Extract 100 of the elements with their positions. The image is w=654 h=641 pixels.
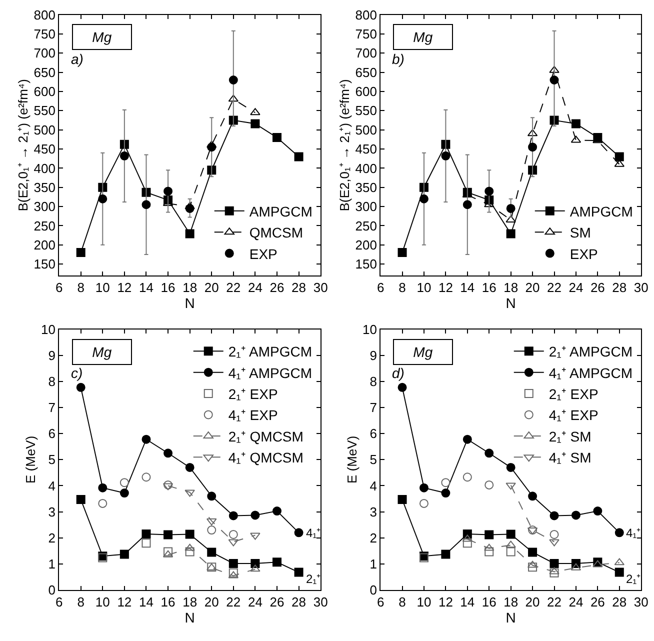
- y-tick-label: 4: [48, 478, 56, 494]
- y-tick-label: 6: [370, 426, 377, 442]
- y-tick-label: 7: [48, 400, 56, 416]
- legend-label: SM: [570, 224, 591, 241]
- x-tick-label: 26: [270, 594, 284, 610]
- x-tick-label: 12: [438, 594, 453, 610]
- y-tick-label: 8: [370, 374, 377, 389]
- y-tick-label: 2: [48, 530, 56, 546]
- legend-label: EXP: [249, 246, 278, 262]
- y-tick-label: 10: [362, 322, 377, 337]
- x-tick-label: 28: [292, 594, 306, 610]
- legend-label: QMCSM: [249, 224, 304, 241]
- annotation: 4₁⁺: [306, 526, 321, 540]
- annotation: b): [392, 51, 404, 67]
- x-tick-label: 20: [525, 594, 540, 610]
- legend-label: 2₁⁺ EXP: [548, 386, 598, 402]
- y-tick-label: 10: [40, 322, 56, 337]
- y-tick-label: 5: [48, 452, 56, 468]
- y-tick-label: 450: [34, 142, 56, 157]
- x-tick-label: 16: [482, 280, 496, 296]
- x-tick-label: 14: [139, 594, 154, 610]
- x-tick-label: 12: [117, 594, 132, 610]
- x-tick-label: 24: [568, 594, 584, 610]
- x-axis-title: N: [184, 610, 195, 626]
- y-tick-label: 1: [48, 556, 56, 572]
- x-tick-label: 14: [139, 280, 154, 296]
- y-tick-label: 550: [34, 103, 56, 118]
- y-tick-label: 300: [355, 199, 377, 214]
- y-tick-label: 400: [355, 160, 377, 176]
- annotation: 4₁⁺: [626, 526, 641, 540]
- x-tick-label: 26: [590, 594, 605, 610]
- x-tick-label: 10: [416, 280, 432, 296]
- annotation: Mg: [92, 29, 112, 45]
- y-tick-label: 700: [355, 46, 377, 61]
- annotation: 2₁⁺: [626, 572, 641, 586]
- y-tick-label: 450: [355, 142, 377, 157]
- y-tick-label: 150: [34, 256, 56, 272]
- x-tick-label: 14: [460, 594, 475, 610]
- x-tick-label: 28: [612, 594, 627, 610]
- y-axis-title: E (MeV): [22, 436, 38, 484]
- x-tick-label: 18: [504, 594, 518, 610]
- y-tick-label: 800: [355, 7, 377, 22]
- y-tick-label: 750: [34, 26, 56, 42]
- x-tick-label: 26: [270, 280, 284, 296]
- y-tick-label: 8: [48, 374, 56, 389]
- x-tick-label: 28: [612, 280, 627, 296]
- legend-label: 4₁⁺ SM: [548, 450, 592, 466]
- x-tick-label: 28: [292, 280, 306, 296]
- y-tick-label: 7: [370, 400, 377, 416]
- legend-label: 2₁⁺ AMPGCM: [228, 344, 312, 360]
- annotation: d): [392, 365, 404, 381]
- y-tick-label: 250: [34, 218, 56, 234]
- x-tick-label: 10: [95, 594, 110, 610]
- x-tick-label: 26: [590, 280, 605, 296]
- x-tick-label: 10: [95, 280, 110, 296]
- y-tick-label: 350: [355, 180, 377, 195]
- y-tick-label: 650: [355, 64, 377, 80]
- x-tick-label: 8: [398, 594, 406, 610]
- y-tick-label: 500: [355, 122, 377, 138]
- annotation: c): [71, 365, 83, 381]
- x-tick-label: 20: [525, 280, 540, 296]
- x-tick-label: 16: [160, 280, 176, 296]
- x-tick-label: 18: [182, 280, 198, 296]
- legend-label: 4₁⁺ AMPGCM: [548, 364, 633, 381]
- y-tick-label: 700: [34, 46, 56, 61]
- x-axis-title: N: [506, 610, 516, 626]
- y-tick-label: 0: [48, 582, 56, 598]
- x-tick-label: 22: [226, 594, 241, 610]
- annotation: Mg: [413, 344, 433, 360]
- x-tick-label: 20: [204, 280, 219, 296]
- legend-label: 2₁⁺ EXP: [228, 386, 278, 402]
- y-tick-label: 3: [370, 504, 377, 520]
- annotation: Mg: [92, 344, 112, 360]
- y-tick-label: 200: [34, 237, 56, 252]
- y-tick-label: 800: [34, 7, 56, 22]
- y-tick-label: 6: [48, 426, 56, 442]
- y-tick-label: 1: [370, 556, 377, 572]
- x-tick-label: 24: [248, 594, 262, 610]
- legend-label: EXP: [570, 246, 598, 262]
- y-tick-label: 750: [355, 26, 377, 42]
- legend-label: 2₁⁺ QMCSM: [228, 428, 304, 444]
- y-tick-label: 200: [355, 237, 377, 252]
- x-tick-label: 16: [160, 594, 176, 610]
- x-tick-label: 8: [398, 280, 406, 296]
- y-tick-label: 600: [34, 84, 56, 100]
- y-tick-label: 9: [48, 348, 56, 363]
- y-tick-label: 3: [48, 504, 56, 520]
- y-tick-label: 500: [34, 122, 56, 138]
- y-axis-title: B(E2,0₁⁺ → 2₁⁺) (e²fm⁴): [337, 79, 352, 212]
- y-tick-label: 600: [355, 84, 377, 100]
- x-axis-title: N: [184, 295, 195, 312]
- legend-label: AMPGCM: [249, 203, 312, 220]
- legend-label: 2₁⁺ SM: [548, 428, 592, 444]
- legend-label: AMPGCM: [570, 203, 633, 220]
- x-tick-label: 10: [416, 594, 432, 610]
- x-tick-label: 24: [248, 280, 262, 296]
- x-tick-label: 30: [634, 594, 648, 610]
- legend-label: 4₁⁺ EXP: [228, 407, 278, 424]
- y-tick-label: 250: [355, 218, 377, 234]
- x-tick-label: 24: [568, 280, 584, 296]
